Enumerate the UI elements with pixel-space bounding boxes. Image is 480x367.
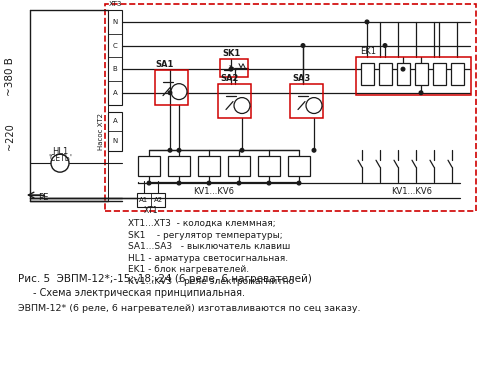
- Text: 'СЕТЬ': 'СЕТЬ': [48, 154, 72, 163]
- Text: A2: A2: [154, 197, 163, 203]
- Text: N: N: [112, 19, 118, 25]
- Circle shape: [306, 98, 322, 113]
- Bar: [288, 156, 310, 176]
- Circle shape: [168, 91, 172, 95]
- Text: KV1...KV3  - реле электромагнитно: KV1...KV3 - реле электромагнитно: [128, 276, 294, 286]
- Text: XT1: XT1: [144, 206, 158, 215]
- Text: ~380 В: ~380 В: [5, 57, 15, 96]
- Circle shape: [297, 181, 301, 185]
- Bar: [108, 10, 122, 105]
- Circle shape: [301, 44, 305, 47]
- Text: Насос XT2: Насос XT2: [98, 113, 104, 150]
- Circle shape: [207, 181, 211, 185]
- Bar: [108, 112, 122, 151]
- Circle shape: [419, 91, 423, 95]
- Bar: [220, 59, 248, 77]
- Text: KV1...KV6: KV1...KV6: [392, 186, 432, 196]
- Bar: [397, 63, 410, 85]
- Text: SA2: SA2: [220, 74, 239, 83]
- Bar: [361, 63, 374, 85]
- Bar: [415, 63, 428, 85]
- Circle shape: [51, 154, 69, 172]
- Text: ~220: ~220: [5, 123, 15, 150]
- Circle shape: [168, 149, 172, 152]
- Text: ЭВПМ-12* (6 реле, 6 нагревателей) изготавливаются по сец заказу.: ЭВПМ-12* (6 реле, 6 нагревателей) изгота…: [18, 304, 360, 313]
- Text: SA1: SA1: [155, 60, 173, 69]
- Circle shape: [171, 84, 187, 99]
- Circle shape: [237, 181, 241, 185]
- Text: A: A: [113, 119, 118, 124]
- Circle shape: [383, 44, 387, 47]
- Text: B: B: [113, 66, 118, 72]
- Circle shape: [234, 98, 250, 113]
- Text: KV1...KV6: KV1...KV6: [193, 186, 235, 196]
- Text: HL1 - арматура светосигнальная.: HL1 - арматура светосигнальная.: [128, 254, 288, 263]
- Text: EK1: EK1: [360, 47, 376, 57]
- Bar: [258, 156, 280, 176]
- Bar: [168, 156, 190, 176]
- Circle shape: [267, 181, 271, 185]
- Text: SA1...SA3   - выключатель клавиш: SA1...SA3 - выключатель клавиш: [128, 242, 290, 251]
- Bar: [105, 4, 476, 211]
- Text: SK1: SK1: [222, 49, 240, 58]
- Bar: [379, 63, 392, 85]
- Text: PE: PE: [38, 193, 48, 203]
- Circle shape: [401, 67, 405, 71]
- Circle shape: [177, 181, 181, 185]
- Text: C: C: [113, 43, 118, 48]
- Circle shape: [177, 149, 181, 152]
- Text: XT3: XT3: [108, 1, 122, 7]
- Bar: [228, 156, 250, 176]
- Bar: [198, 156, 220, 176]
- Bar: [290, 84, 323, 119]
- Circle shape: [240, 149, 244, 152]
- Bar: [138, 156, 160, 176]
- Bar: [451, 63, 464, 85]
- Text: SA3: SA3: [292, 74, 310, 83]
- Bar: [433, 63, 446, 85]
- Bar: [218, 84, 251, 119]
- Text: N: N: [112, 138, 118, 144]
- Bar: [155, 70, 188, 105]
- Text: A: A: [113, 90, 118, 96]
- Text: - Схема электрическая принципиальная.: - Схема электрическая принципиальная.: [33, 288, 245, 298]
- Text: SK1    - регулятор температуры;: SK1 - регулятор температуры;: [128, 231, 283, 240]
- Circle shape: [229, 67, 233, 71]
- Text: Рис. 5  ЭВПМ-12*;-15;-18;-24 (6 реле, 6 нагревателей): Рис. 5 ЭВПМ-12*;-15;-18;-24 (6 реле, 6 н…: [18, 273, 312, 284]
- Bar: [356, 57, 471, 95]
- Bar: [137, 193, 165, 207]
- Circle shape: [365, 20, 369, 24]
- Circle shape: [312, 149, 316, 152]
- Circle shape: [147, 181, 151, 185]
- Text: XT1...XT3  - колодка клеммная;: XT1...XT3 - колодка клеммная;: [128, 219, 276, 228]
- Text: HL1: HL1: [52, 147, 68, 156]
- Text: EK1 - блок нагревателей.: EK1 - блок нагревателей.: [128, 265, 249, 274]
- Text: A1: A1: [139, 197, 149, 203]
